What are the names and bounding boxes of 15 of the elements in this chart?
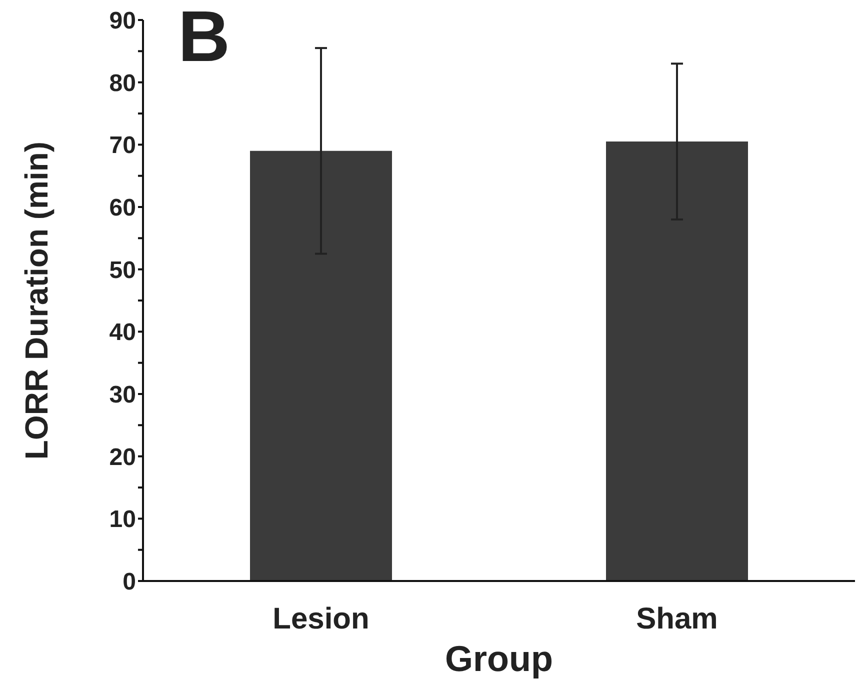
y-tick-label: 30 bbox=[109, 382, 136, 409]
y-tick-label: 70 bbox=[109, 132, 136, 160]
y-axis-title: LORR Duration (min) bbox=[18, 141, 54, 460]
y-tick-label: 40 bbox=[109, 319, 136, 346]
y-tick-label: 20 bbox=[109, 444, 136, 471]
x-axis-title: Group bbox=[445, 638, 553, 679]
x-tick-label: Lesion bbox=[272, 602, 370, 636]
y-tick-label: 60 bbox=[109, 194, 136, 222]
y-tick-label: 50 bbox=[109, 256, 136, 284]
y-tick-label: 10 bbox=[109, 506, 136, 534]
x-tick-label: Sham bbox=[636, 602, 718, 636]
y-tick-label: 80 bbox=[109, 70, 136, 97]
y-tick-label: 90 bbox=[109, 8, 136, 35]
annotation: B bbox=[178, 0, 230, 78]
y-tick-label: 0 bbox=[122, 568, 136, 596]
